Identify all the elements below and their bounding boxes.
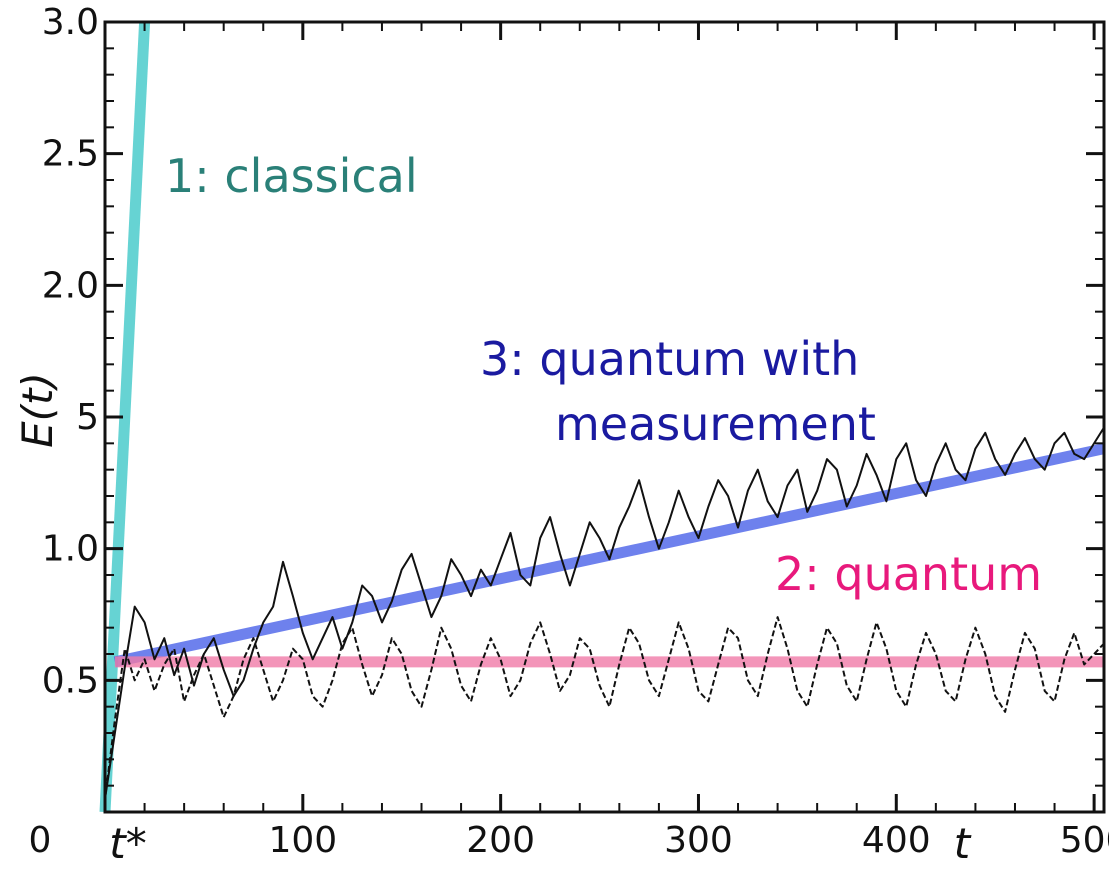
y-tick-label: 1.0 [42,529,99,570]
x-tick-label: 500 [1060,820,1109,861]
x-axis-title: t [954,819,972,868]
axis-ticks: 0.5 1.0 5 2.0 2.5 3.0 0 100 200 300 400 500 [29,2,1109,861]
y-tick-label: 0.5 [42,660,99,701]
y-tick-label: 2.5 [42,134,99,175]
annotation-quantum: 2: quantum [775,547,1042,601]
x-tick-label: 0 [29,820,52,861]
y-tick-label: 5 [76,397,99,438]
annotation-classical: 1: classical [165,149,418,203]
x-tick-label: 300 [664,820,733,861]
chart-text: E(t) t t* 1: classical 3: quantum with m… [13,149,1042,868]
measurement-series-line [104,426,1105,799]
quantum-series-line [104,616,1105,799]
x-tick-label: 200 [466,820,535,861]
t-star-tick-label: t* [109,819,146,868]
data-series [104,426,1105,799]
x-tick-label: 400 [862,820,931,861]
y-tick-label: 2.0 [42,265,99,306]
y-axis-title: E(t) [13,372,62,448]
y-tick-label: 3.0 [42,2,99,43]
annotation-measurement: measurement [555,397,876,451]
trend-line-1 [113,443,1106,668]
x-tick-label: 100 [268,820,337,861]
annotation-quantum-with: 3: quantum with [480,332,859,386]
